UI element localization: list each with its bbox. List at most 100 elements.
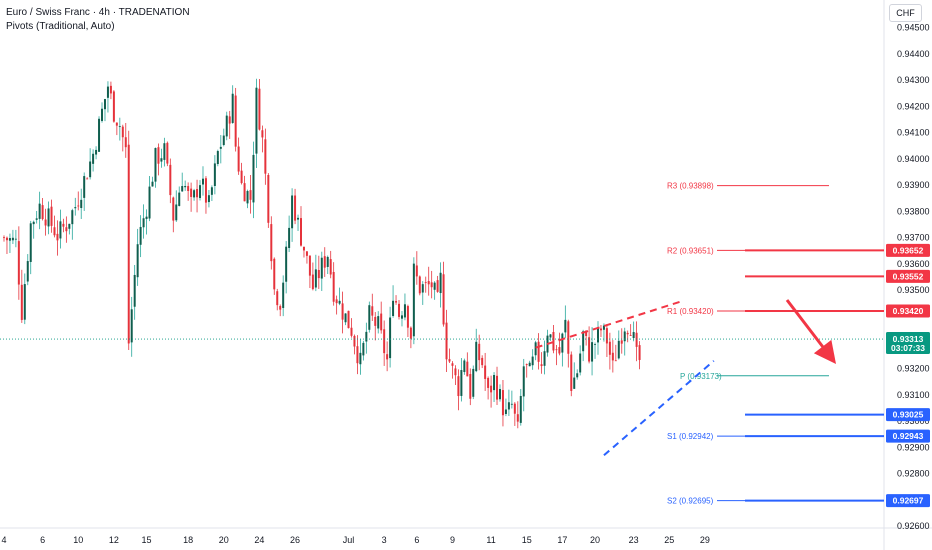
- y-tick-label: 0.94400: [897, 49, 930, 59]
- indicator-label[interactable]: Pivots (Traditional, Auto): [6, 21, 115, 32]
- candle-body: [196, 189, 199, 198]
- candle-body: [145, 216, 148, 219]
- price-tag-text: 0.92697: [893, 496, 924, 506]
- candle-body: [151, 181, 154, 187]
- candle-body: [341, 303, 344, 320]
- candle-body: [264, 139, 267, 174]
- candle-body: [326, 256, 329, 267]
- candle-body: [261, 130, 264, 138]
- candle-body: [475, 341, 478, 372]
- x-tick-label: 11: [486, 535, 495, 545]
- y-tick-label: 0.94300: [897, 75, 930, 85]
- candle-body: [561, 333, 564, 353]
- x-tick-label: 24: [254, 535, 264, 545]
- candle-body: [157, 147, 160, 164]
- candle-body: [216, 151, 219, 165]
- candle-body: [573, 377, 576, 389]
- candle-body: [617, 340, 620, 359]
- candle-body: [433, 282, 436, 290]
- candle-body: [522, 366, 525, 397]
- candle-body: [558, 347, 561, 354]
- candle-body: [148, 186, 151, 219]
- candle-body: [101, 108, 104, 121]
- candle-body: [193, 190, 196, 198]
- candle-body: [347, 310, 350, 329]
- candle-body: [406, 306, 409, 328]
- x-tick-label: 6: [414, 535, 419, 545]
- candle-body: [291, 195, 294, 229]
- y-tick-label: 0.93200: [897, 364, 930, 374]
- pivot-label-p: P (0.93173): [680, 372, 722, 381]
- current-price-text: 0.93313: [893, 334, 924, 344]
- candle-body: [302, 246, 305, 251]
- candle-body: [380, 313, 383, 331]
- candle-body: [133, 274, 136, 307]
- candle-body: [323, 256, 326, 268]
- currency-badge[interactable]: CHF: [889, 4, 922, 22]
- candle-body: [59, 221, 62, 239]
- candle-body: [602, 325, 605, 330]
- candle-body: [614, 360, 617, 362]
- candle-body: [77, 205, 80, 207]
- candle-body: [210, 187, 213, 195]
- candle-body: [127, 144, 130, 344]
- candle-body: [282, 282, 285, 308]
- candle-body: [623, 331, 626, 342]
- candle-body: [386, 354, 389, 360]
- candle-body: [32, 221, 35, 225]
- candle-body: [374, 316, 377, 326]
- candle-body: [38, 203, 41, 219]
- candle-body: [252, 154, 255, 203]
- candle-body: [29, 223, 32, 262]
- x-tick-label: 29: [700, 535, 710, 545]
- candle-body: [332, 271, 335, 302]
- y-tick-label: 0.92900: [897, 442, 930, 452]
- candle-body: [498, 388, 501, 400]
- candle-body: [442, 274, 445, 325]
- candle-body: [436, 280, 439, 292]
- candle-body: [142, 218, 145, 228]
- candle-body: [383, 329, 386, 354]
- candle-body: [41, 205, 44, 220]
- symbol-title[interactable]: Euro / Swiss Franc · 4h · TRADENATION: [6, 7, 190, 18]
- candle-body: [314, 269, 317, 288]
- x-tick-label: 12: [109, 535, 119, 545]
- candle-body: [297, 217, 300, 220]
- candle-body: [513, 403, 516, 414]
- y-tick-label: 0.93900: [897, 180, 930, 190]
- candle-body: [166, 142, 169, 164]
- candle-body: [258, 88, 261, 130]
- candle-body: [525, 364, 528, 365]
- candle-body: [611, 352, 614, 361]
- candle-body: [80, 199, 83, 209]
- candle-body: [109, 85, 112, 94]
- candle-body: [35, 218, 38, 220]
- candle-body: [311, 274, 314, 290]
- candle-body: [279, 306, 282, 310]
- candle-body: [329, 259, 332, 275]
- candle-body: [356, 346, 359, 364]
- candle-body: [139, 226, 142, 245]
- price-tag-s1: [886, 429, 930, 443]
- chart-header: Euro / Swiss Franc · 4h · TRADENATION Pi…: [6, 6, 190, 34]
- candle-body: [44, 219, 47, 226]
- candle-body: [567, 321, 570, 354]
- candle-body: [537, 341, 540, 362]
- candle-body: [285, 246, 288, 282]
- candle-body: [626, 332, 629, 335]
- candle-body: [62, 223, 65, 227]
- candle-body: [478, 343, 481, 361]
- y-tick-label: 0.94500: [897, 23, 930, 33]
- x-tick-label: 17: [557, 535, 567, 545]
- candle-body: [169, 164, 172, 196]
- candle-body: [439, 272, 442, 294]
- price-tag-r1: [886, 304, 930, 318]
- candle-body: [317, 269, 320, 279]
- candle-body: [487, 377, 490, 388]
- candle-body: [335, 299, 338, 304]
- candle-body: [620, 340, 623, 344]
- y-tick-label: 0.94100: [897, 128, 930, 138]
- candle-body: [5, 237, 8, 241]
